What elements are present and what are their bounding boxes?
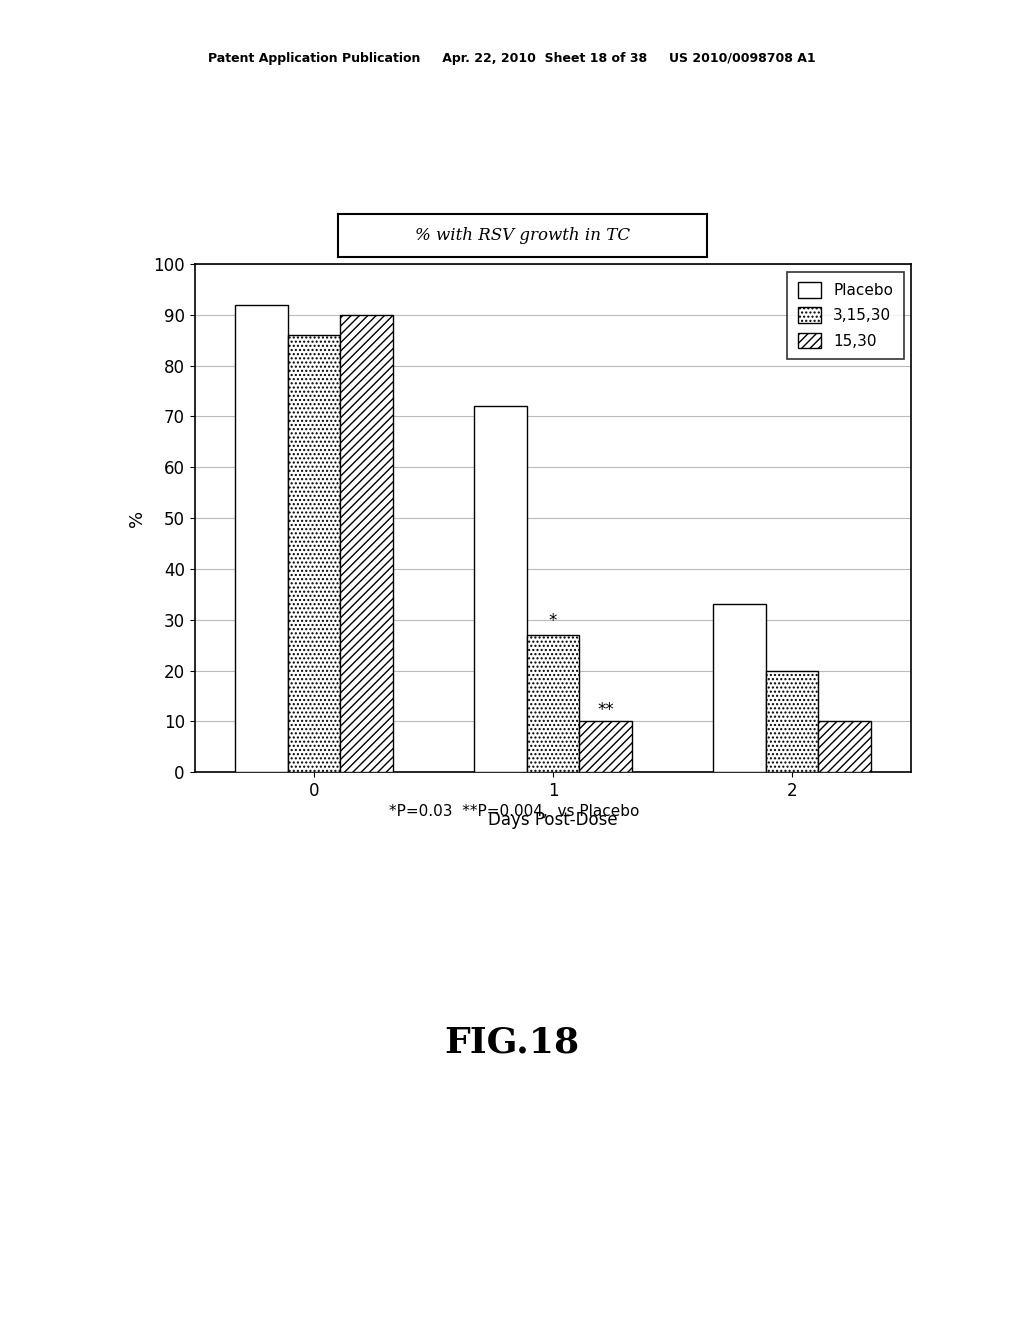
Text: *: * bbox=[549, 612, 557, 630]
Text: Patent Application Publication     Apr. 22, 2010  Sheet 18 of 38     US 2010/009: Patent Application Publication Apr. 22, … bbox=[208, 51, 816, 65]
X-axis label: Days Post-Dose: Days Post-Dose bbox=[488, 810, 617, 829]
Bar bbox=[526, 635, 580, 772]
Bar bbox=[766, 671, 818, 772]
Text: **: ** bbox=[597, 701, 614, 719]
Text: % with RSV growth in TC: % with RSV growth in TC bbox=[415, 227, 630, 244]
Bar bbox=[580, 721, 632, 772]
Bar bbox=[236, 305, 288, 772]
Text: FIG.18: FIG.18 bbox=[444, 1026, 580, 1060]
Legend: Placebo, 3,15,30, 15,30: Placebo, 3,15,30, 15,30 bbox=[787, 272, 904, 359]
Bar bbox=[818, 721, 870, 772]
Bar bbox=[340, 314, 393, 772]
Text: *P=0.03  **P=0.004,  vs Placebo: *P=0.03 **P=0.004, vs Placebo bbox=[389, 804, 640, 820]
Bar bbox=[713, 605, 766, 772]
Y-axis label: %: % bbox=[128, 510, 146, 527]
Bar bbox=[474, 407, 526, 772]
Bar bbox=[288, 335, 340, 772]
